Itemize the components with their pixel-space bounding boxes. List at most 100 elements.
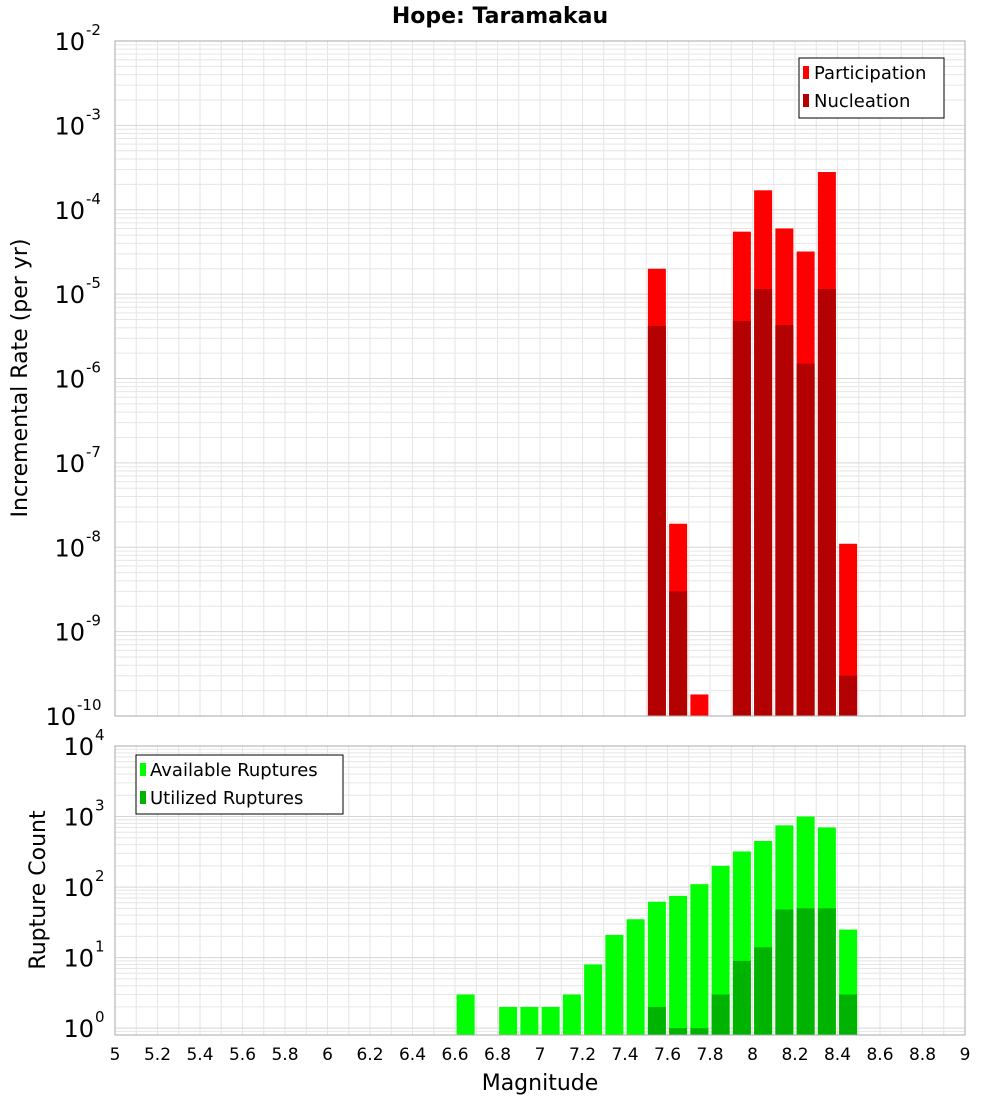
x-tick-label: 8.4 xyxy=(824,1045,851,1065)
x-tick-label: 5 xyxy=(110,1045,121,1065)
rate-plot-frame xyxy=(114,40,966,717)
rate-gridlines xyxy=(114,40,966,717)
count-legend-box xyxy=(135,754,344,815)
rate-legend: Participation Nucleation xyxy=(798,57,945,119)
available-bar xyxy=(584,964,603,1035)
available-bar xyxy=(499,1006,518,1035)
utilized-bar xyxy=(732,960,751,1035)
nucleation-legend-swatch xyxy=(803,94,809,107)
utilized-bar xyxy=(711,994,730,1035)
available-bar xyxy=(647,901,666,1035)
utilized-legend-label: Utilized Ruptures xyxy=(150,788,303,809)
x-tick-label: 8.8 xyxy=(909,1045,936,1065)
y-tick-label: 10 xyxy=(54,197,85,225)
available-legend-label: Available Ruptures xyxy=(150,760,318,781)
x-tick-label: 5.6 xyxy=(229,1045,256,1065)
y-tick-label: 10 xyxy=(63,945,94,973)
y-tick-exponent: -8 xyxy=(86,527,101,545)
available-bar xyxy=(520,1006,539,1035)
participation-bar xyxy=(839,543,858,716)
count-plot-frame xyxy=(114,745,966,1036)
x-tick-label: 7.4 xyxy=(611,1045,638,1065)
rate-bars xyxy=(647,172,858,716)
rate-y-axis-label: Incremental Rate (per yr) xyxy=(8,239,33,518)
x-tick-label: 6 xyxy=(322,1045,333,1065)
nucleation-bar xyxy=(754,289,773,716)
utilized-bar xyxy=(796,908,815,1035)
utilized-bar xyxy=(817,908,836,1035)
nucleation-legend-label: Nucleation xyxy=(814,91,910,112)
rate-legend-box xyxy=(798,57,945,119)
available-bar xyxy=(711,865,730,1035)
x-tick-label: 8.6 xyxy=(866,1045,893,1065)
available-bar xyxy=(669,895,688,1035)
y-tick-exponent: -3 xyxy=(86,105,101,123)
utilized-bar xyxy=(647,1006,666,1035)
y-tick-label: 10 xyxy=(63,804,94,832)
nucleation-bar xyxy=(732,321,751,716)
y-tick-exponent: -7 xyxy=(86,443,101,461)
x-tick-label: 6.6 xyxy=(441,1045,468,1065)
available-bar xyxy=(690,884,709,1035)
y-tick-label: 10 xyxy=(54,281,85,309)
available-bar xyxy=(626,919,645,1035)
utilized-legend-swatch xyxy=(140,791,146,804)
y-tick-label: 10 xyxy=(63,1015,94,1043)
y-tick-exponent: -4 xyxy=(86,190,101,208)
available-bar xyxy=(456,994,475,1035)
y-tick-label: 10 xyxy=(54,28,85,56)
available-bar xyxy=(541,1006,560,1035)
x-tick-label: 6.4 xyxy=(399,1045,426,1065)
participation-bar xyxy=(690,694,709,716)
utilized-bar xyxy=(690,1028,709,1035)
x-tick-label: 6.2 xyxy=(356,1045,383,1065)
utilized-bar xyxy=(754,947,773,1035)
y-tick-exponent: 4 xyxy=(95,726,105,744)
utilized-bar xyxy=(669,1028,688,1035)
participation-legend-label: Participation xyxy=(814,63,926,84)
y-tick-exponent: 1 xyxy=(95,938,105,956)
nucleation-bar xyxy=(817,289,836,716)
available-legend-swatch xyxy=(140,763,146,776)
y-tick-exponent: -9 xyxy=(86,612,101,630)
count-y-axis-label: Rupture Count xyxy=(26,810,51,970)
chart-title: Hope: Taramakau xyxy=(392,4,608,29)
y-tick-exponent: 0 xyxy=(95,1008,105,1026)
y-tick-exponent: -2 xyxy=(86,21,101,39)
x-tick-label: 8 xyxy=(747,1045,758,1065)
utilized-bar xyxy=(775,909,794,1035)
utilized-bar xyxy=(839,994,858,1035)
y-tick-label: 10 xyxy=(63,733,94,761)
x-tick-label: 5.4 xyxy=(186,1045,213,1065)
x-tick-label: 7.6 xyxy=(654,1045,681,1065)
x-axis-label: Magnitude xyxy=(482,1071,599,1096)
y-tick-label: 10 xyxy=(54,450,85,478)
y-tick-exponent: 2 xyxy=(95,867,105,885)
nucleation-bar xyxy=(669,591,688,716)
x-axis-ticks: 5 5.2 5.4 5.6 5.8 6 6.2 6.4 6.6 6.8 7 7.2 7.4 7.6 7.8 8… xyxy=(110,1045,971,1065)
x-tick-label: 8.2 xyxy=(781,1045,808,1065)
x-tick-label: 7.2 xyxy=(569,1045,596,1065)
y-tick-label: 10 xyxy=(54,366,85,394)
nucleation-bar xyxy=(647,325,666,716)
x-tick-label: 5.8 xyxy=(271,1045,298,1065)
y-tick-label: 10 xyxy=(54,534,85,562)
x-tick-label: 5.2 xyxy=(144,1045,171,1065)
participation-legend-swatch xyxy=(803,66,809,79)
x-tick-label: 6.8 xyxy=(484,1045,511,1065)
y-tick-label: 10 xyxy=(45,703,76,731)
y-tick-label: 10 xyxy=(63,874,94,902)
x-tick-label: 7 xyxy=(535,1045,546,1065)
y-tick-exponent: -10 xyxy=(77,696,102,714)
count-bars xyxy=(456,816,858,1035)
available-bar xyxy=(562,994,581,1035)
y-tick-label: 10 xyxy=(54,112,85,140)
y-tick-exponent: -5 xyxy=(86,274,101,292)
available-bar xyxy=(605,934,624,1035)
x-tick-label: 7.8 xyxy=(696,1045,723,1065)
